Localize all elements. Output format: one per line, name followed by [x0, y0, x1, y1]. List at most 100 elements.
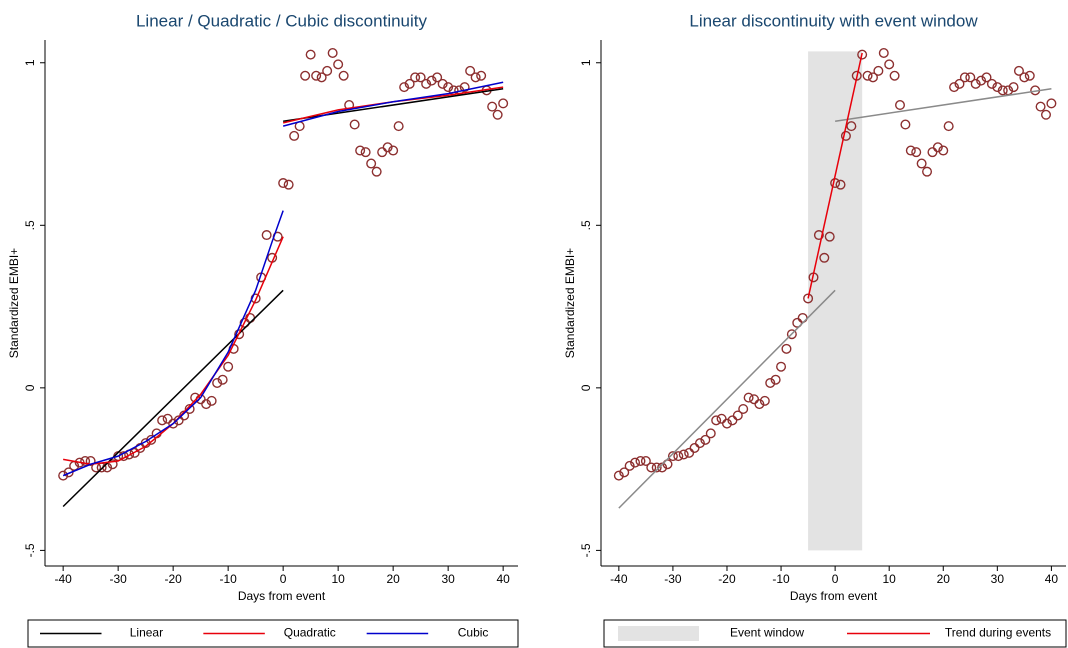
data-point: [992, 82, 1003, 93]
data-point: [223, 361, 234, 372]
data-point: [900, 119, 911, 130]
x-tick-label: 0: [280, 572, 287, 586]
x-tick-label: 40: [1045, 572, 1059, 586]
data-point: [819, 252, 830, 263]
chart-title: Linear / Quadratic / Cubic discontinuity: [136, 11, 428, 30]
x-tick-label: 30: [441, 572, 455, 586]
data-point: [803, 293, 814, 304]
data-point: [168, 418, 179, 429]
data-point: [738, 403, 749, 414]
x-tick-label: 20: [937, 572, 951, 586]
x-tick-label: 30: [991, 572, 1005, 586]
y-tick-label: 0: [23, 384, 37, 391]
data-point: [959, 72, 970, 83]
legend-label: Trend during events: [945, 626, 1051, 640]
data-point: [470, 72, 481, 83]
data-point: [867, 72, 878, 83]
x-tick-label: 20: [386, 572, 400, 586]
data-point: [1035, 101, 1046, 112]
data-point: [80, 455, 91, 466]
data-point: [916, 158, 927, 169]
data-point: [333, 59, 344, 70]
data-point: [943, 121, 954, 132]
x-tick-label: -20: [164, 572, 182, 586]
data-point: [388, 145, 399, 156]
data-point: [278, 178, 289, 189]
y-axis-label: Standardized EMBI+: [7, 248, 21, 358]
data-point: [349, 119, 360, 130]
data-point: [107, 459, 118, 470]
data-point: [759, 395, 770, 406]
data-point: [673, 451, 684, 462]
data-point: [316, 72, 327, 83]
data-point: [878, 48, 889, 59]
data-point: [355, 145, 366, 156]
data-point: [786, 329, 797, 340]
data-point: [201, 399, 212, 410]
data-point: [727, 415, 738, 426]
data-point: [716, 413, 727, 424]
data-point: [476, 70, 487, 81]
data-point: [840, 130, 851, 141]
data-point: [619, 467, 630, 478]
data-point: [700, 434, 711, 445]
y-tick-label: 1: [579, 59, 593, 66]
data-point: [487, 101, 498, 112]
data-point: [749, 394, 760, 405]
fit-line: [62, 81, 504, 477]
data-point: [300, 70, 311, 81]
y-tick-label: .5: [23, 220, 37, 230]
y-axis-label: Standardized EMBI+: [563, 248, 577, 358]
data-point: [776, 361, 787, 372]
data-point: [646, 462, 657, 473]
x-tick-label: 0: [832, 572, 839, 586]
data-point: [58, 470, 69, 481]
data-point: [366, 158, 377, 169]
data-point: [289, 130, 300, 141]
data-point: [415, 72, 426, 83]
data-point: [338, 70, 349, 81]
data-point: [399, 82, 410, 93]
x-tick-label: -40: [610, 572, 628, 586]
x-tick-label: -20: [718, 572, 736, 586]
data-point: [465, 65, 476, 76]
data-point: [377, 147, 388, 158]
data-point: [689, 442, 700, 453]
data-point: [1013, 65, 1024, 76]
data-point: [846, 121, 857, 132]
data-point: [905, 145, 916, 156]
fit-line: [618, 88, 1052, 509]
data-point: [862, 70, 873, 81]
data-point: [721, 418, 732, 429]
data-point: [694, 438, 705, 449]
data-point: [732, 410, 743, 421]
data-point: [922, 166, 933, 177]
data-point: [1046, 98, 1057, 109]
data-point: [889, 70, 900, 81]
data-point: [624, 460, 635, 471]
data-point: [705, 428, 716, 439]
data-point: [173, 415, 184, 426]
data-point: [283, 179, 294, 190]
data-point: [981, 72, 992, 83]
x-axis-label: Days from event: [790, 589, 878, 603]
data-point: [792, 317, 803, 328]
data-point: [421, 78, 432, 89]
data-point: [954, 78, 965, 89]
data-point: [1019, 72, 1030, 83]
data-point: [743, 392, 754, 403]
data-point: [261, 230, 272, 241]
data-point: [857, 49, 868, 60]
y-tick-label: -.5: [579, 543, 593, 557]
data-point: [162, 413, 173, 424]
data-point: [443, 82, 454, 93]
data-point: [426, 75, 437, 86]
data-point: [824, 231, 835, 242]
data-point: [404, 78, 415, 89]
data-point: [498, 98, 509, 109]
y-tick-label: -.5: [23, 543, 37, 557]
event-window: [808, 51, 863, 551]
data-point: [678, 449, 689, 460]
data-point: [129, 447, 140, 458]
legend-label: Linear: [130, 626, 163, 640]
